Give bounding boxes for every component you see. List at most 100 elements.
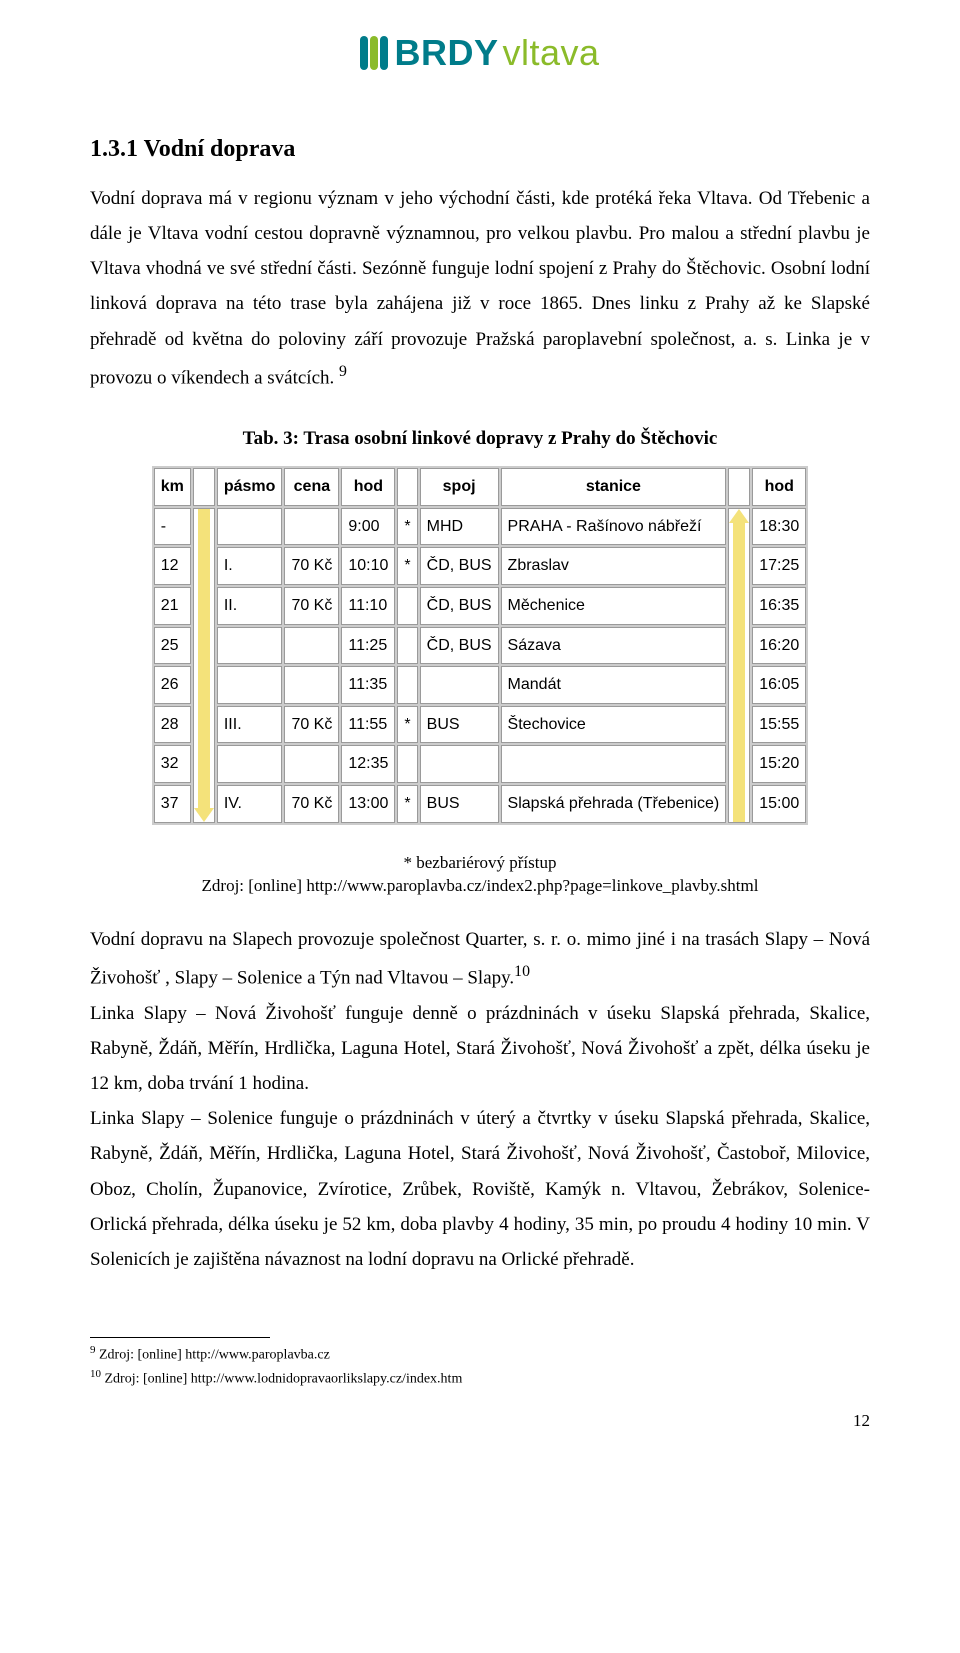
section-heading: 1.3.1 Vodní doprava — [90, 127, 870, 171]
cell-stanice: Měchenice — [501, 587, 727, 625]
th-arrow-r — [728, 468, 750, 506]
cell-spoj — [420, 666, 499, 704]
cell-pasmo: II. — [217, 587, 283, 625]
th-hod-l: hod — [341, 468, 395, 506]
brand-logo: BRDYvltava — [90, 20, 870, 87]
cell-cena — [284, 508, 339, 546]
footnote-2-text: Zdroj: [online] http://www.lodnidopravao… — [101, 1371, 462, 1386]
th-spoj: spoj — [420, 468, 499, 506]
table-header-row: km pásmo cena hod spoj stanice hod — [154, 468, 807, 506]
cell-stanice: PRAHA - Rašínovo nábřeží — [501, 508, 727, 546]
cell-hod-right: 16:35 — [752, 587, 806, 625]
cell-star — [397, 627, 417, 665]
cell-hod-right: 17:25 — [752, 547, 806, 585]
table-row: 12 I.70 Kč10:10*ČD, BUSZbraslav 17:25 — [154, 547, 807, 585]
table-row: 28III.70 Kč11:55*BUSŠtechovice15:55 — [154, 706, 807, 744]
cell-hod-left: 11:55 — [341, 706, 395, 744]
cell-star: * — [397, 785, 417, 823]
cell-km: 37 — [154, 785, 191, 823]
th-arrow-l — [193, 468, 215, 506]
cell-cena: 70 Kč — [284, 785, 339, 823]
cell-hod-left: 10:10 — [341, 547, 395, 585]
table-footnote-star: * bezbariérový přístup — [404, 853, 557, 872]
cell-km: 32 — [154, 745, 191, 783]
cell-stanice: Štechovice — [501, 706, 727, 744]
cell-pasmo — [217, 627, 283, 665]
footnotes: 9 Zdroj: [online] http://www.paroplavba.… — [90, 1337, 870, 1389]
th-stanice: stanice — [501, 468, 727, 506]
cell-hod-left: 11:35 — [341, 666, 395, 704]
cell-spoj: ČD, BUS — [420, 587, 499, 625]
paragraph-1: Vodní doprava má v regionu význam v jeho… — [90, 181, 870, 395]
cell-pasmo: I. — [217, 547, 283, 585]
table-source-url: Zdroj: [online] http://www.paroplavba.cz… — [202, 876, 759, 895]
cell-km: 12 — [154, 547, 191, 585]
footnote-ref-1: 9 — [339, 363, 347, 380]
cell-km: - — [154, 508, 191, 546]
cell-spoj: MHD — [420, 508, 499, 546]
cell-spoj: ČD, BUS — [420, 627, 499, 665]
cell-stanice: Sázava — [501, 627, 727, 665]
cell-stanice — [501, 745, 727, 783]
th-km: km — [154, 468, 191, 506]
logo-text-brdy: BRDY — [394, 20, 498, 87]
cell-star: * — [397, 547, 417, 585]
cell-star: * — [397, 706, 417, 744]
cell-star — [397, 745, 417, 783]
cell-km: 28 — [154, 706, 191, 744]
cell-stanice: Slapská přehrada (Třebenice) — [501, 785, 727, 823]
cell-km: 26 — [154, 666, 191, 704]
cell-hod-left: 11:25 — [341, 627, 395, 665]
page-number: 12 — [90, 1405, 870, 1436]
cell-hod-right: 15:55 — [752, 706, 806, 744]
cell-stanice: Mandát — [501, 666, 727, 704]
table-row: 3212:3515:20 — [154, 745, 807, 783]
logo-stripe — [360, 36, 368, 70]
cell-pasmo: III. — [217, 706, 283, 744]
cell-hod-right: 18:30 — [752, 508, 806, 546]
cell-hod-left: 13:00 — [341, 785, 395, 823]
cell-star — [397, 587, 417, 625]
th-star — [397, 468, 417, 506]
logo-text-vltava: vltava — [502, 20, 599, 87]
footnote-2: 10 Zdroj: [online] http://www.lodnidopra… — [90, 1366, 870, 1390]
cell-hod-left: 12:35 — [341, 745, 395, 783]
cell-spoj: BUS — [420, 706, 499, 744]
cell-cena: 70 Kč — [284, 547, 339, 585]
logo-stripe — [380, 36, 388, 70]
arrow-up-icon — [728, 508, 750, 823]
th-pasmo: pásmo — [217, 468, 283, 506]
footnote-1: 9 Zdroj: [online] http://www.paroplavba.… — [90, 1342, 870, 1366]
table-row: 25 11:25 ČD, BUSSázava 16:20 — [154, 627, 807, 665]
footnote-ref-2: 10 — [514, 963, 530, 980]
table-row: 21 II.70 Kč11:10 ČD, BUSMěchenice 16:35 — [154, 587, 807, 625]
cell-spoj — [420, 745, 499, 783]
table-row: 26 11:35 Mandát 16:05 — [154, 666, 807, 704]
cell-km: 21 — [154, 587, 191, 625]
table-row: 37 IV.70 Kč13:00*BUSSlapská přehrada (Tře… — [154, 785, 807, 823]
cell-hod-right: 16:05 — [752, 666, 806, 704]
cell-hod-left: 9:00 — [341, 508, 395, 546]
cell-pasmo — [217, 745, 283, 783]
cell-spoj: BUS — [420, 785, 499, 823]
th-hod-r: hod — [752, 468, 806, 506]
cell-cena — [284, 745, 339, 783]
cell-star: * — [397, 508, 417, 546]
route-table: km pásmo cena hod spoj stanice hod - 9:00… — [152, 466, 809, 824]
table-source: * bezbariérový přístup Zdroj: [online] h… — [90, 851, 870, 899]
logo-stripes-icon — [360, 36, 388, 70]
arrow-down-icon — [193, 508, 215, 823]
route-table-wrap: km pásmo cena hod spoj stanice hod - 9:00… — [90, 466, 870, 824]
cell-stanice: Zbraslav — [501, 547, 727, 585]
cell-cena: 70 Kč — [284, 587, 339, 625]
cell-spoj: ČD, BUS — [420, 547, 499, 585]
cell-hod-left: 11:10 — [341, 587, 395, 625]
paragraph-1-text: Vodní doprava má v regionu význam v jeho… — [90, 188, 870, 388]
cell-pasmo — [217, 666, 283, 704]
cell-km: 25 — [154, 627, 191, 665]
cell-pasmo: IV. — [217, 785, 283, 823]
footnote-2-num: 10 — [90, 1368, 101, 1380]
cell-hod-right: 16:20 — [752, 627, 806, 665]
cell-star — [397, 666, 417, 704]
table-caption: Tab. 3: Trasa osobní linkové dopravy z P… — [90, 421, 870, 456]
